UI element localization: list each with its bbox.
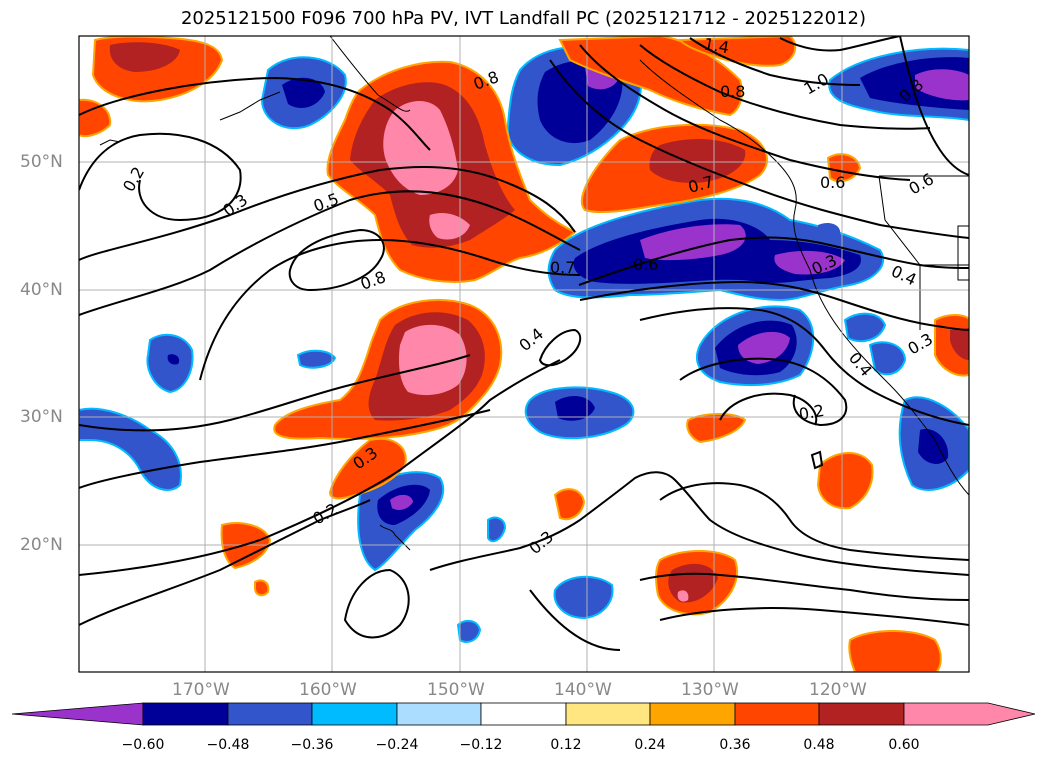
neg-region-central-band [547,197,885,302]
colorbar-extend-high [903,702,1036,726]
colorbar-bin [311,702,398,726]
colorbar-tick-label: −0.48 [206,737,250,753]
colorbar-bin [565,702,651,726]
coastlines [99,36,969,551]
neg-region-northeast [828,47,969,122]
contour-label: 0.2 [797,401,825,424]
colorbar [11,702,1036,726]
pos-region-main-ridge [326,60,577,283]
contour-label: 0.8 [720,82,745,101]
contour-label: 0.6 [633,255,658,274]
contour-lines [79,36,969,651]
colorbar-bin [142,702,229,726]
lat-label: 50°N [20,152,63,172]
colorbar-tick-label: 0.36 [719,737,751,753]
colorbar-tick-label: −0.24 [375,737,419,753]
colorbar-tick-label: 0.48 [803,737,835,753]
contour-label: 0.7 [550,258,575,277]
pos-region-north-center [558,36,862,214]
map-frame [78,35,970,673]
lat-label: 20°N [20,535,63,555]
colorbar-bin [818,702,905,726]
lat-label: 30°N [20,407,63,427]
lon-label: 120°W [809,680,867,700]
colorbar-bin [480,702,567,726]
gridlines [79,36,969,672]
colorbar-tick-label: −0.12 [459,737,503,753]
lon-label: 160°W [299,680,357,700]
colorbar-tick-label: 0.60 [888,737,920,753]
contour-label: 1.4 [702,34,730,57]
neg-region-aleutian [260,56,347,130]
lon-label: 150°W [427,680,485,700]
colorbar-extend-low [11,702,144,726]
colorbar-tick-label: 0.24 [634,737,666,753]
lon-label: 140°W [554,680,612,700]
colorbar-bin [227,702,313,726]
contour-label: 0.6 [820,173,845,192]
colorbar-bin [734,702,820,726]
lat-label: 40°N [20,280,63,300]
lon-label: 170°W [172,680,230,700]
colorbar-tick-label: −0.60 [121,737,165,753]
colorbar-bin [649,702,736,726]
lon-label: 130°W [681,680,739,700]
neg-region-small [296,223,969,643]
neg-region-mid-pacific [524,386,635,440]
neg-region-hawaii [357,471,445,572]
neg-region-gulf-alaska [506,45,642,167]
chart-title: 2025121500 F096 700 hPa PV, IVT Landfall… [180,8,867,29]
colorbar-tick-label: −0.36 [290,737,334,753]
colorbar-bin [396,702,482,726]
shading-layer [79,36,969,672]
colorbar-tick-label: 0.12 [550,737,582,753]
